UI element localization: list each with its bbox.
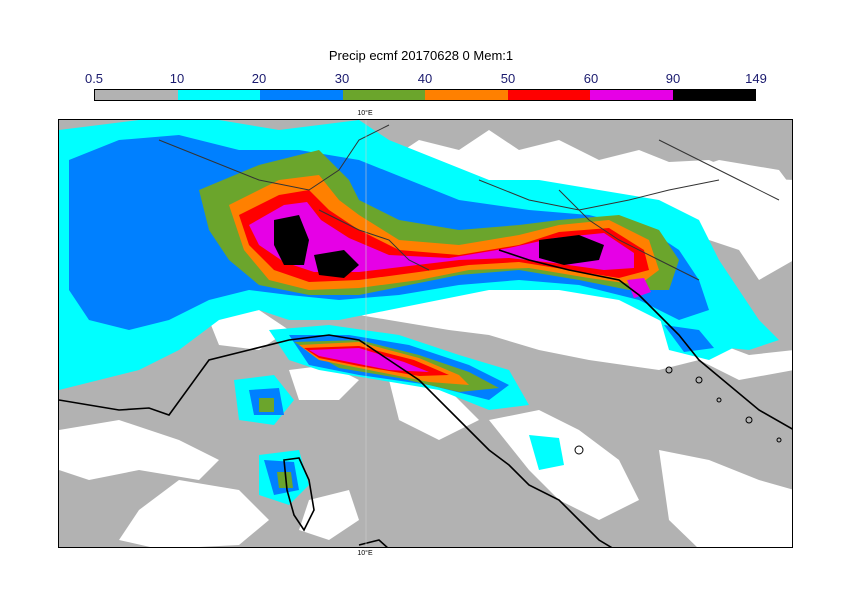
colorbar-segment-1 xyxy=(177,90,260,100)
axis-label-top: 10°E xyxy=(357,110,373,117)
colorbar-segment-4 xyxy=(425,90,508,100)
colorbar-label-1: 10 xyxy=(169,71,185,86)
colorbar-segment-3 xyxy=(342,90,425,100)
country-borders xyxy=(158,124,780,281)
axis-label-bottom: 10°E xyxy=(357,550,373,557)
map-canvas xyxy=(59,120,792,547)
colorbar-label-5: 50 xyxy=(500,71,516,86)
coastlines xyxy=(59,249,792,547)
colorbar-segment-0 xyxy=(95,90,178,100)
chart-title: Precip ecmf 20170628 0 Mem:1 xyxy=(328,48,514,63)
precipitation-map xyxy=(58,119,793,548)
colorbar xyxy=(94,89,756,101)
colorbar-segment-5 xyxy=(507,90,590,100)
precip-band-90-149 xyxy=(274,215,604,278)
colorbar-segment-2 xyxy=(260,90,343,100)
colorbar-label-8: 149 xyxy=(745,71,767,86)
colorbar-segment-6 xyxy=(590,90,673,100)
islands xyxy=(574,366,782,455)
colorbar-segment-7 xyxy=(672,90,755,100)
colorbar-label-6: 60 xyxy=(583,71,599,86)
colorbar-label-0: 0.5 xyxy=(84,71,104,86)
colorbar-label-3: 30 xyxy=(334,71,350,86)
colorbar-label-4: 40 xyxy=(417,71,433,86)
colorbar-label-7: 90 xyxy=(665,71,681,86)
colorbar-label-2: 20 xyxy=(251,71,267,86)
